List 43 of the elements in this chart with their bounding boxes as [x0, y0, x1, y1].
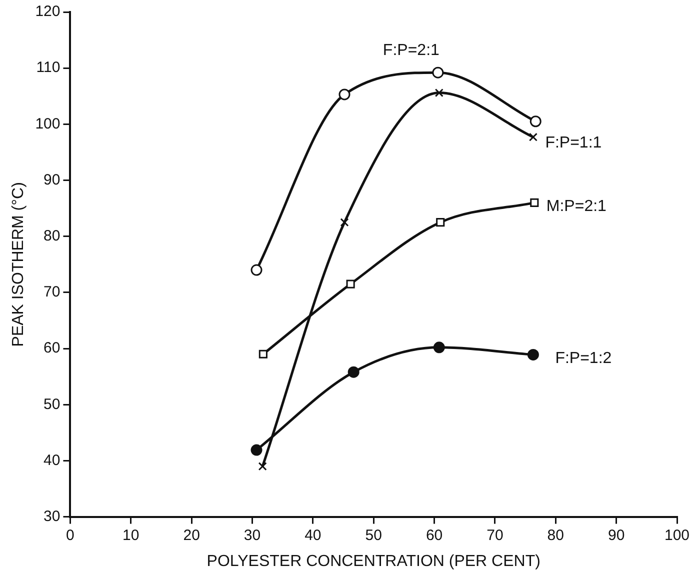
x-tick-label: 20 — [183, 526, 200, 544]
y-tick-label: 30 — [44, 508, 60, 525]
point — [432, 66, 444, 78]
point — [348, 366, 360, 378]
point — [527, 348, 539, 360]
y-tick-label: 40 — [44, 452, 60, 469]
point — [434, 88, 444, 98]
x-tick-label: 10 — [122, 526, 140, 544]
series-label: F:P=2:1 — [382, 42, 440, 59]
point — [340, 218, 349, 227]
y-tick-label: 120 — [35, 3, 60, 20]
point — [433, 342, 445, 354]
series-label: M:P=2:1 — [546, 198, 607, 216]
point — [250, 264, 262, 276]
y-tick-label: 70 — [44, 284, 60, 301]
point — [530, 116, 542, 128]
y-tick-label: 100 — [35, 115, 60, 132]
point — [528, 132, 538, 142]
point — [258, 462, 267, 471]
y-tick-label: 90 — [44, 171, 60, 188]
x-tick-label: 100 — [664, 526, 690, 544]
x-axis-title: POLYESTER CONCENTRATION (PER CENT) — [206, 552, 540, 570]
point — [530, 198, 539, 207]
point — [338, 88, 350, 100]
point — [250, 444, 262, 456]
x-tick-label: 80 — [547, 526, 564, 544]
y-tick-label: 50 — [44, 396, 60, 413]
y-tick-label: 110 — [36, 59, 60, 76]
point — [346, 280, 355, 288]
series-label: F:P=1:2 — [555, 350, 612, 368]
point — [436, 218, 445, 227]
point — [258, 350, 268, 358]
x-tick-label: 70 — [486, 526, 504, 544]
x-tick-label: 50 — [365, 526, 382, 544]
x-tick-label: 90 — [608, 526, 625, 544]
series-label: F:P=1:1 — [545, 134, 602, 152]
y-tick-label: 60 — [44, 340, 60, 357]
x-tick-label: 30 — [244, 526, 261, 544]
x-tick-label: 60 — [426, 526, 443, 544]
x-tick-label: 40 — [304, 526, 322, 544]
x-tick-label: 0 — [66, 526, 74, 544]
y-tick-label: 80 — [44, 227, 60, 244]
y-axis-title: PEAK ISOTHERM (°C) — [10, 182, 28, 347]
